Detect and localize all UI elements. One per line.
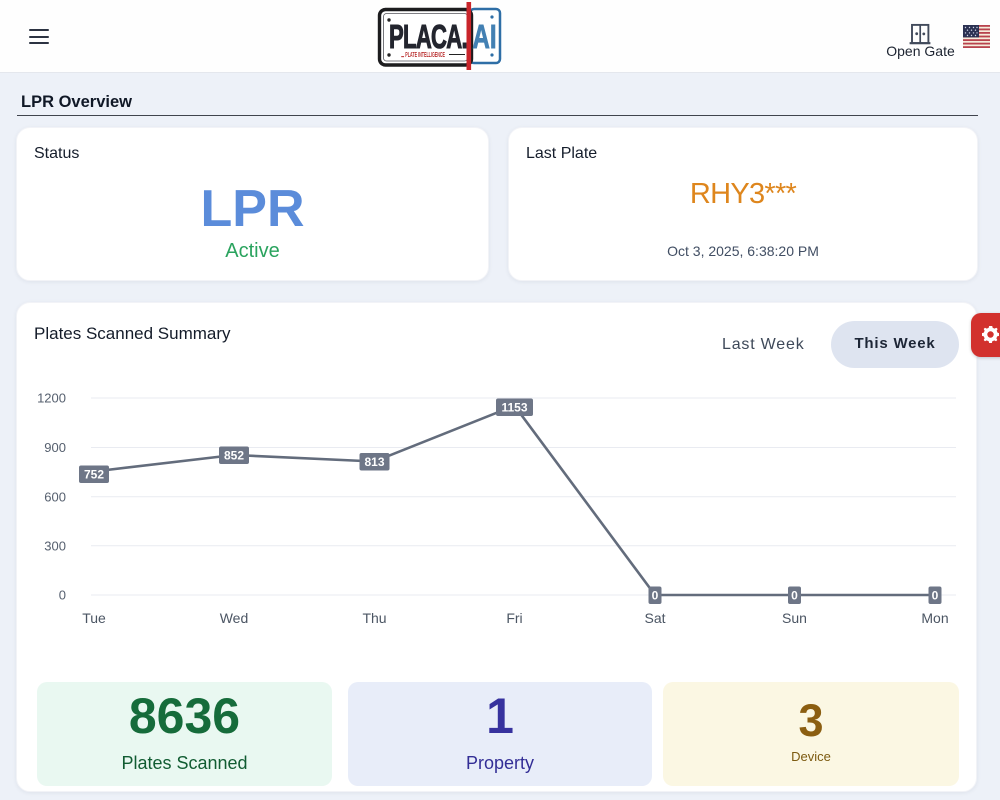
- svg-text:Mon: Mon: [921, 610, 948, 626]
- svg-text:0: 0: [932, 589, 939, 603]
- svg-text:300: 300: [44, 538, 66, 553]
- svg-text:752: 752: [84, 468, 104, 482]
- svg-text:PLACA.: PLACA.: [389, 18, 467, 55]
- svg-text:Fri: Fri: [506, 610, 522, 626]
- svg-text:Wed: Wed: [220, 610, 249, 626]
- svg-text:AI: AI: [473, 18, 497, 55]
- svg-text:900: 900: [44, 440, 66, 455]
- svg-text:600: 600: [44, 489, 66, 504]
- svg-text:⚊ PLATE INTELLIGENCE: ⚊ PLATE INTELLIGENCE: [401, 50, 445, 59]
- svg-text:0: 0: [652, 589, 659, 603]
- svg-text:Sat: Sat: [644, 610, 665, 626]
- svg-text:0: 0: [791, 589, 798, 603]
- svg-text:0: 0: [59, 588, 66, 603]
- svg-text:Thu: Thu: [362, 610, 386, 626]
- svg-text:1153: 1153: [501, 401, 527, 415]
- svg-text:813: 813: [364, 455, 384, 469]
- svg-text:Sun: Sun: [782, 610, 807, 626]
- svg-text:852: 852: [224, 449, 244, 463]
- svg-text:1200: 1200: [37, 391, 66, 406]
- svg-text:Tue: Tue: [82, 610, 106, 626]
